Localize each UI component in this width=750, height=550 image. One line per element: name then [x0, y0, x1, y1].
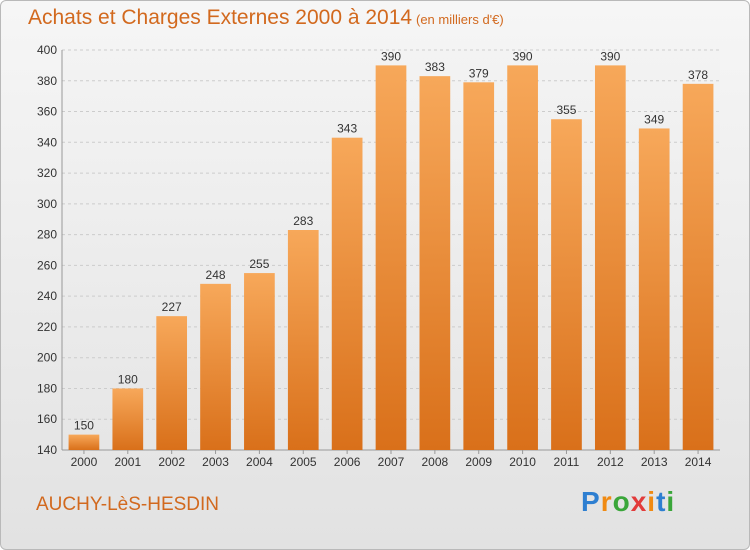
x-tick-label: 2008 — [422, 455, 449, 469]
y-tick-label: 340 — [37, 135, 57, 149]
y-tick-label: 220 — [37, 320, 57, 334]
y-tick-label: 160 — [37, 412, 57, 426]
logo-letter: r — [600, 486, 613, 517]
x-tick-label: 2003 — [202, 455, 229, 469]
x-tick-label: 2005 — [290, 455, 317, 469]
data-label: 390 — [513, 49, 533, 63]
y-tick-label: 140 — [37, 443, 57, 457]
bar — [594, 65, 626, 450]
logo-letter: o — [612, 486, 631, 517]
data-label: 355 — [556, 103, 576, 117]
y-tick-label: 240 — [37, 289, 57, 303]
bar — [638, 128, 670, 450]
data-label: 227 — [162, 300, 182, 314]
data-label: 248 — [206, 268, 226, 282]
x-tick-label: 2011 — [554, 455, 580, 469]
x-tick-label: 2014 — [685, 455, 712, 469]
data-label: 255 — [249, 257, 269, 271]
data-label: 383 — [425, 60, 445, 74]
y-tick-label: 400 — [37, 43, 57, 57]
data-label: 180 — [118, 372, 138, 386]
data-label: 343 — [337, 122, 357, 136]
data-label: 379 — [469, 66, 489, 80]
logo-letter: x — [630, 486, 648, 517]
bar — [287, 230, 319, 450]
bar — [463, 82, 495, 451]
bar — [244, 273, 275, 450]
bar — [112, 388, 144, 450]
logo-letter: P — [581, 486, 601, 517]
x-tick-label: 2010 — [509, 455, 536, 469]
x-tick-label: 2004 — [246, 455, 273, 469]
data-label: 390 — [381, 49, 401, 63]
y-tick-label: 200 — [37, 351, 57, 365]
x-tick-label: 2013 — [641, 455, 668, 469]
data-label: 378 — [688, 68, 708, 82]
commune-name: AUCHY-LèS-HESDIN — [36, 494, 220, 515]
data-label: 349 — [644, 112, 664, 126]
data-label: 390 — [600, 49, 620, 63]
x-tick-label: 2007 — [378, 455, 405, 469]
bar — [375, 65, 407, 450]
y-tick-label: 300 — [37, 197, 57, 211]
y-tick-label: 360 — [37, 105, 57, 119]
x-tick-label: 2012 — [597, 455, 624, 469]
y-tick-label: 260 — [37, 258, 57, 272]
x-tick-label: 2000 — [71, 455, 98, 469]
bar — [507, 65, 538, 450]
chart-title: Achats et Charges Externes 2000 à 2014 — [28, 6, 413, 29]
data-label: 150 — [74, 419, 94, 433]
x-tick-label: 2009 — [465, 455, 492, 469]
bar — [156, 316, 188, 450]
bar — [682, 83, 714, 450]
logo-letter: t — [656, 486, 667, 517]
x-tick-label: 2006 — [334, 455, 361, 469]
data-label: 283 — [293, 214, 313, 228]
x-tick-label: 2002 — [158, 455, 185, 469]
bar — [551, 119, 582, 450]
y-tick-label: 380 — [37, 74, 57, 88]
bar — [331, 137, 363, 450]
chart-unit: (en milliers d'€) — [416, 12, 504, 27]
logo-letter: i — [647, 486, 657, 517]
y-tick-label: 180 — [37, 381, 57, 395]
logo-letter: i — [666, 486, 676, 517]
bar — [200, 283, 231, 450]
y-tick-label: 320 — [37, 166, 57, 180]
y-tick-label: 280 — [37, 228, 57, 242]
bar — [68, 434, 100, 450]
bar — [419, 76, 451, 451]
proxiti-logo: Proxiti — [581, 486, 675, 518]
x-tick-label: 2001 — [114, 455, 141, 469]
